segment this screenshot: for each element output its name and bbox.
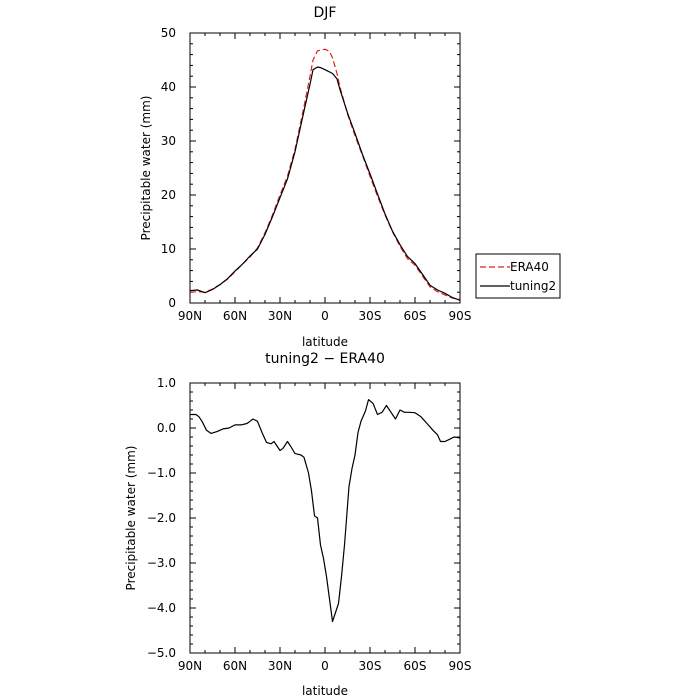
bottom-panel-ylabel: Precipitable water (mm) xyxy=(124,446,138,591)
x-tick-label: 30N xyxy=(268,659,292,673)
series-line-tuning2 xyxy=(189,66,461,301)
bottom-panel-title: tuning2 − ERA40 xyxy=(265,351,385,367)
legend-label-era40: ERA40 xyxy=(510,260,549,274)
top-panel-ylabel: Precipitable water (mm) xyxy=(139,96,153,241)
x-tick-label: 0 xyxy=(321,309,329,323)
y-tick-label: 50 xyxy=(161,26,176,40)
y-tick-label: −3.0 xyxy=(147,556,176,570)
y-tick-label: 20 xyxy=(161,188,176,202)
x-tick-label: 60S xyxy=(404,659,427,673)
bottom-plot-frame xyxy=(189,382,461,654)
x-tick-label: 90S xyxy=(449,309,472,323)
y-tick-label: 10 xyxy=(161,242,176,256)
x-tick-label: 30S xyxy=(359,659,382,673)
y-tick-label: 0.0 xyxy=(157,421,176,435)
bottom-panel-xlabel: latitude xyxy=(302,684,348,698)
y-tick-label: 1.0 xyxy=(157,376,176,390)
x-tick-label: 60N xyxy=(223,659,247,673)
x-tick-label: 30N xyxy=(268,309,292,323)
legend-label-tuning2: tuning2 xyxy=(510,279,556,293)
y-tick-label: 0 xyxy=(168,296,176,310)
x-tick-label: 60N xyxy=(223,309,247,323)
x-tick-label: 90N xyxy=(178,309,202,323)
series-line-difference xyxy=(190,399,461,623)
legend: ERA40 tuning2 xyxy=(475,253,561,299)
x-tick-label: 60S xyxy=(404,309,427,323)
bottom-panel: tuning2 − ERA40 90N 60N 30N 0 30S 60S 90S 1.0 0.… xyxy=(124,351,471,698)
top-plot-area: 90N 60N 30N 0 30S 60S 90S 0 10 20 30 40 50 xyxy=(161,26,472,323)
bottom-plot-area: 90N 60N 30N 0 30S 60S 90S 1.0 0.0 −1.0 −2.0 −3.0 −4.… xyxy=(147,376,472,673)
legend-box xyxy=(475,253,561,299)
top-plot-frame xyxy=(189,32,461,304)
y-tick-label: 30 xyxy=(161,134,176,148)
top-panel: DJF 90N 60N 30N 0 30S 60S 90S 0 10 20 30 40 50 latit… xyxy=(139,5,561,349)
x-tick-label: 90N xyxy=(178,659,202,673)
x-tick-label: 90S xyxy=(449,659,472,673)
y-tick-label: 40 xyxy=(161,80,176,94)
x-tick-label: 30S xyxy=(359,309,382,323)
y-tick-label: −5.0 xyxy=(147,646,176,660)
top-panel-xlabel: latitude xyxy=(302,335,348,349)
y-tick-label: −2.0 xyxy=(147,511,176,525)
y-tick-label: −4.0 xyxy=(147,601,176,615)
x-tick-label: 0 xyxy=(321,659,329,673)
y-tick-label: −1.0 xyxy=(147,466,176,480)
top-panel-title: DJF xyxy=(314,5,337,21)
series-line-era40 xyxy=(189,48,461,300)
